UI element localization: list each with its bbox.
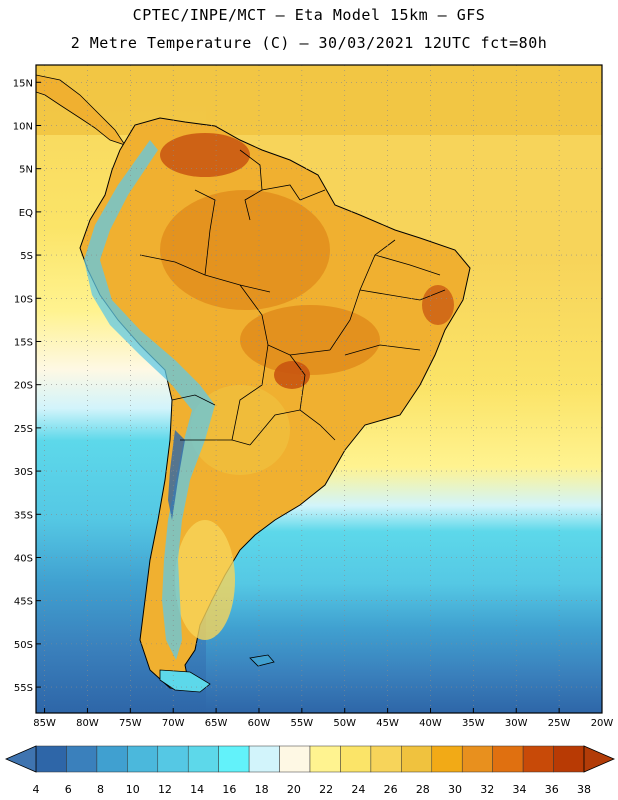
lon-label: 30W bbox=[505, 718, 528, 729]
colorbar-label: 26 bbox=[384, 783, 398, 796]
colorbar-label: 4 bbox=[33, 783, 40, 796]
lat-label: 30S bbox=[14, 467, 33, 478]
colorbar-swatch bbox=[218, 745, 250, 773]
lat-label: 5N bbox=[19, 165, 33, 176]
map-title-line-2: 2 Metre Temperature (C) – 30/03/2021 12U… bbox=[70, 34, 548, 52]
colorbar-label: 8 bbox=[97, 783, 104, 796]
lon-label: 85W bbox=[33, 718, 56, 729]
colorbar-label: 22 bbox=[319, 783, 333, 796]
colorbar-label: 34 bbox=[513, 783, 527, 796]
colorbar-label: 12 bbox=[158, 783, 172, 796]
lon-label: 55W bbox=[291, 718, 314, 729]
colorbar-swatch bbox=[35, 745, 67, 773]
lon-label: 45W bbox=[376, 718, 399, 729]
lat-label: 5S bbox=[20, 251, 33, 262]
lat-label: 35S bbox=[14, 510, 33, 521]
colorbar-swatch bbox=[492, 745, 524, 773]
colorbar-label: 14 bbox=[190, 783, 204, 796]
colorbar-label: 24 bbox=[351, 783, 365, 796]
lat-label: EQ bbox=[19, 208, 33, 219]
colorbar-swatch bbox=[96, 745, 128, 773]
falkland-islands bbox=[249, 654, 275, 667]
colorbar-label: 30 bbox=[448, 783, 462, 796]
lon-label: 65W bbox=[205, 718, 228, 729]
map-frame bbox=[35, 64, 603, 714]
lat-label: 55S bbox=[14, 683, 33, 694]
colorbar-swatch bbox=[279, 745, 311, 773]
colorbar-swatch bbox=[66, 745, 98, 773]
caribbean-sea bbox=[36, 65, 602, 135]
lat-label: 15S bbox=[14, 337, 33, 348]
lat-label: 15N bbox=[13, 78, 33, 89]
lat-label: 10N bbox=[13, 121, 33, 132]
axis-ticks: 15N 10N 5N EQ 5S 10S 15S 20S 25S 30S 35S 40S 45S 50S 5… bbox=[13, 78, 614, 729]
colorbar-swatch bbox=[431, 745, 463, 773]
lat-label: 20S bbox=[14, 381, 33, 392]
hot-zone-brazil-central bbox=[240, 305, 380, 375]
colorbar-label: 16 bbox=[222, 783, 236, 796]
lon-label: 70W bbox=[162, 718, 185, 729]
andes-cold-band bbox=[84, 140, 215, 660]
tierra-del-fuego bbox=[159, 669, 211, 693]
colorbar-swatch bbox=[248, 745, 280, 773]
andes-core bbox=[168, 430, 185, 520]
colorbar-swatch bbox=[553, 745, 585, 773]
lon-label: 50W bbox=[333, 718, 356, 729]
colorbar-right-arrow bbox=[583, 745, 616, 773]
colorbar-swatch bbox=[187, 745, 219, 773]
colorbar-label: 32 bbox=[480, 783, 494, 796]
colorbar-swatch bbox=[340, 745, 372, 773]
colorbar: 4 6 8 10 12 14 16 18 20 22 24 26 28 30 32 34 36 38 bbox=[4, 745, 616, 796]
colorbar-swatch bbox=[127, 745, 159, 773]
hot-zone-pantanal bbox=[274, 361, 310, 389]
colorbar-label: 18 bbox=[255, 783, 269, 796]
graticule bbox=[36, 65, 602, 713]
colorbar-swatch bbox=[401, 745, 433, 773]
lat-label: 10S bbox=[14, 294, 33, 305]
central-america bbox=[36, 74, 126, 146]
colorbar-label: 28 bbox=[416, 783, 430, 796]
colorbar-swatch bbox=[461, 745, 493, 773]
lat-label: 25S bbox=[14, 424, 33, 435]
lon-label: 75W bbox=[119, 718, 142, 729]
colorbar-swatch bbox=[309, 745, 341, 773]
colorbar-label: 6 bbox=[65, 783, 72, 796]
colorbar-label: 20 bbox=[287, 783, 301, 796]
colorbar-label: 36 bbox=[545, 783, 559, 796]
colorbar-left-arrow bbox=[4, 745, 37, 773]
colorbar-swatch bbox=[370, 745, 402, 773]
mild-zone-patagonia bbox=[175, 520, 235, 640]
map-title-line-1: CPTEC/INPE/MCT – Eta Model 15km – GFS bbox=[132, 6, 486, 24]
colorbar-label: 10 bbox=[126, 783, 140, 796]
country-borders bbox=[139, 149, 446, 446]
colorbar-swatch bbox=[522, 745, 554, 773]
colorbar-label: 38 bbox=[577, 783, 591, 796]
hot-zone-venezuela bbox=[160, 133, 250, 177]
lon-label: 20W bbox=[591, 718, 614, 729]
lon-label: 80W bbox=[76, 718, 99, 729]
colorbar-swatch bbox=[157, 745, 189, 773]
lon-label: 35W bbox=[462, 718, 485, 729]
hot-zone-northeast bbox=[422, 285, 454, 325]
lat-label: 50S bbox=[14, 640, 33, 651]
lat-label: 45S bbox=[14, 597, 33, 608]
lon-label: 25W bbox=[548, 718, 571, 729]
lon-label: 60W bbox=[248, 718, 271, 729]
hot-zone-amazon bbox=[160, 190, 330, 310]
lon-label: 40W bbox=[419, 718, 442, 729]
lat-label: 40S bbox=[14, 553, 33, 564]
hot-zone-chaco bbox=[190, 385, 290, 475]
